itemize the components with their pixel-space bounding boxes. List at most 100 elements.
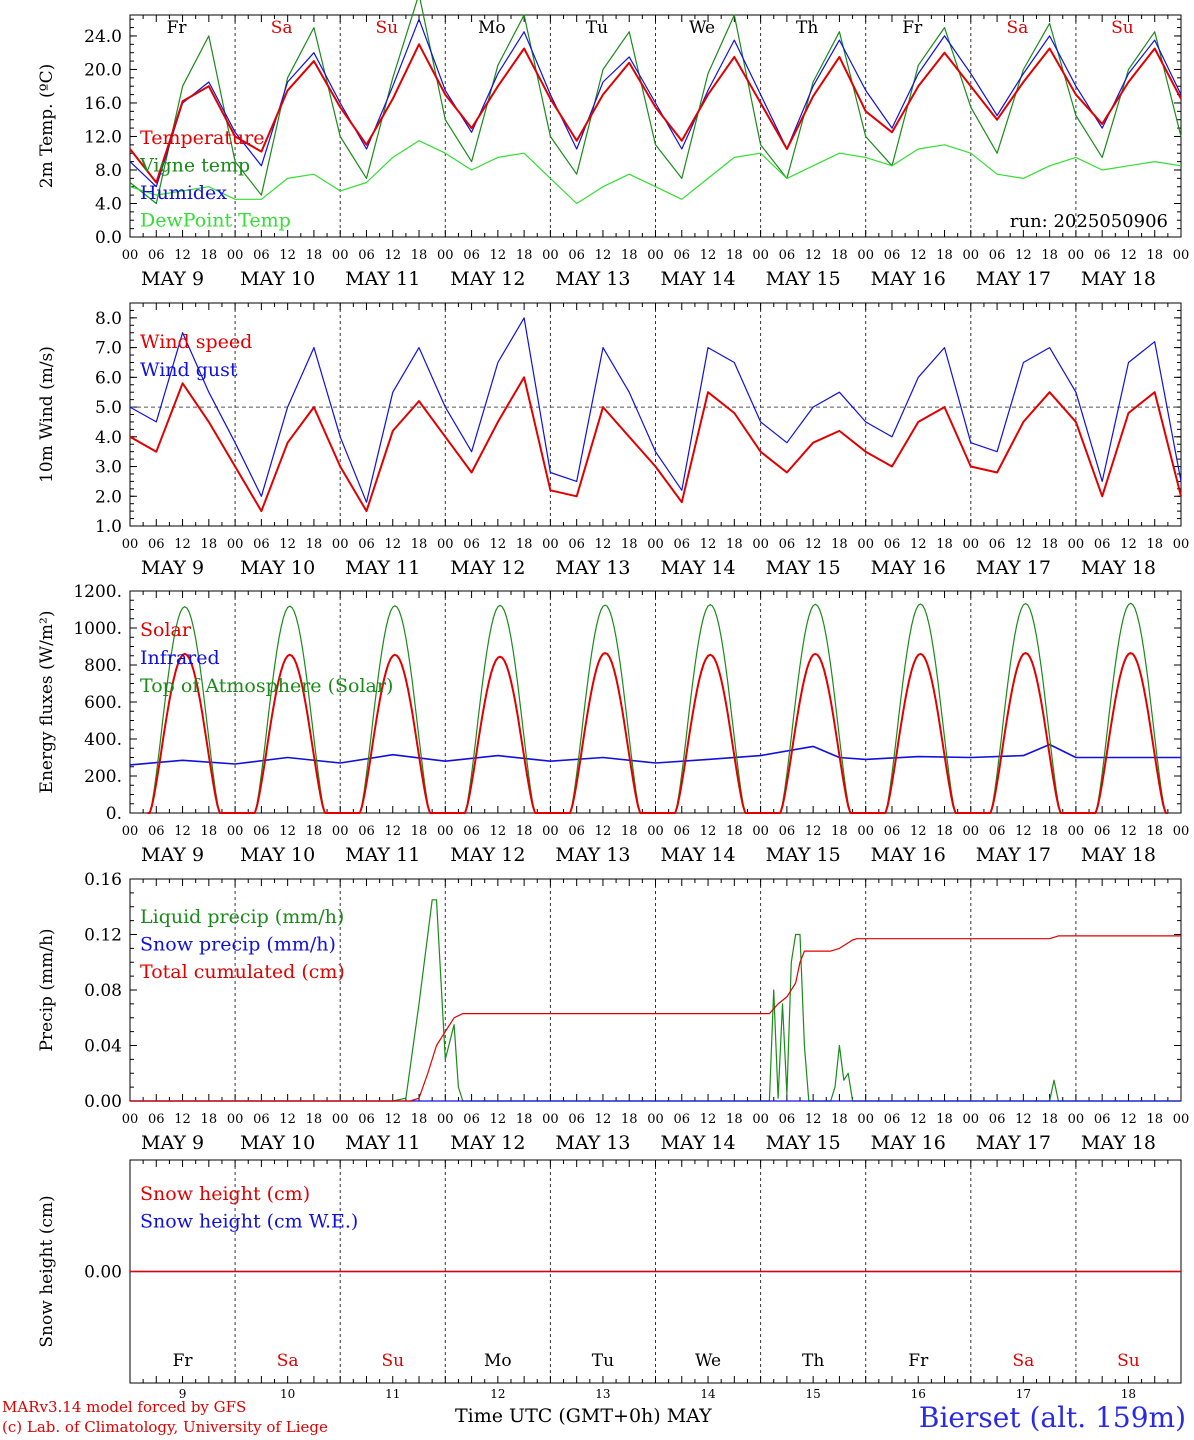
series-total-cumulated-cm [130,935,1181,1102]
hour-tick-label: 18 [1041,248,1058,263]
date-label: MAY 14 [660,557,735,579]
y-tick-label: 0.0 [95,228,122,248]
day-abbr-label: Fr [908,1351,929,1371]
hour-tick-label: 12 [279,1112,296,1127]
hour-tick-label: 06 [674,537,691,552]
date-label: MAY 18 [1081,1132,1156,1154]
y-tick-label: 3.0 [95,458,122,478]
hour-tick-label: 00 [332,248,349,263]
hour-tick-label: 00 [542,1112,559,1127]
date-label: MAY 11 [345,1132,420,1154]
hour-tick-label: 12 [384,248,401,263]
hour-tick-label: 18 [621,248,638,263]
hour-tick-label: 18 [621,537,638,552]
hour-tick-label: 06 [148,248,165,263]
series-vigne-temp [129,0,1182,205]
hour-tick-label: 00 [437,537,454,552]
hour-tick-label: 18 [201,248,218,263]
y-tick-label: 12.0 [84,127,122,147]
series-temperature [129,43,1182,184]
hour-tick-label: 06 [884,824,901,839]
y-tick-label: 0.04 [84,1037,122,1057]
day-abbr-label: Sa [271,18,293,38]
date-label: MAY 9 [141,268,204,290]
hour-tick-label: 12 [910,824,927,839]
panel-flux: 0. 200. 400. 600. 800. 1000. 1200. Energy fluxe… [37,582,1189,866]
hour-tick-label: 12 [700,537,717,552]
hour-tick-label: 00 [437,824,454,839]
hour-tick-label: 00 [963,824,980,839]
y-tick-label: 8.0 [95,161,122,181]
hour-tick-label: 12 [595,248,612,263]
series-solar [147,652,1168,814]
y-axis-label: 2m Temp. (ºC) [37,64,57,189]
hour-tick-label: 06 [989,537,1006,552]
hour-tick-label: 18 [831,248,848,263]
legend-entry: Wind gust [140,359,238,381]
hour-tick-label: 18 [1146,248,1163,263]
hour-tick-label: 18 [726,248,743,263]
date-label: MAY 14 [660,844,735,866]
panel-snow: 0.00 Snow height (cm) Snow height (cm) Snow… [37,1159,1182,1401]
hour-tick-label: 00 [647,824,664,839]
day-abbr-label: Su [375,18,398,38]
date-label: MAY 16 [871,557,946,579]
hour-tick-label: 18 [936,824,953,839]
hour-tick-label: 12 [490,248,507,263]
legend-entry: Infrared [140,647,220,669]
date-label: MAY 9 [141,844,204,866]
hour-tick-label: 12 [384,537,401,552]
hour-tick-label: 00 [857,824,874,839]
hour-tick-label: 00 [752,824,769,839]
y-axis-label: Precip (mm/h) [37,928,57,1051]
date-label: MAY 12 [450,1132,525,1154]
credit-line-2: (c) Lab. of Climatology, University of L… [2,1418,328,1436]
date-label: MAY 13 [555,557,630,579]
hour-tick-label: 18 [411,248,428,263]
hour-tick-label: 06 [358,1112,375,1127]
y-tick-label: 4.0 [95,428,122,448]
hour-tick-label: 06 [463,1112,480,1127]
day-number-label: 11 [385,1387,400,1401]
date-label: MAY 9 [141,557,204,579]
hour-tick-label: 18 [1146,1112,1163,1127]
day-abbr-label: Tu [592,1351,614,1371]
hour-tick-label: 18 [831,824,848,839]
hour-tick-label: 12 [174,537,191,552]
hour-tick-label: 12 [595,1112,612,1127]
date-label: MAY 16 [871,844,946,866]
day-abbr-label: Th [802,1351,824,1371]
series-dewpoint-temp [129,140,1182,205]
hour-tick-label: 00 [752,1112,769,1127]
hour-tick-label: 00 [857,537,874,552]
x-axis-title: Time UTC (GMT+0h) MAY [455,1405,712,1427]
date-label: MAY 11 [345,557,420,579]
hour-tick-label: 12 [595,824,612,839]
y-tick-label: 400. [84,730,122,750]
hour-tick-label: 00 [1173,537,1190,552]
y-tick-label: 200. [84,767,122,787]
hour-tick-label: 06 [358,537,375,552]
hour-tick-label: 18 [726,1112,743,1127]
y-tick-label: 0.00 [84,1092,122,1112]
hour-tick-label: 18 [1041,537,1058,552]
hour-tick-label: 18 [201,1112,218,1127]
hour-tick-label: 00 [1173,1112,1190,1127]
date-label: MAY 17 [976,268,1051,290]
day-abbr-label: Su [1111,18,1134,38]
hour-tick-label: 12 [1120,537,1137,552]
hour-tick-label: 00 [332,1112,349,1127]
legend-entry: Vigne temp [139,155,250,177]
legend-entry: DewPoint Temp [140,210,291,232]
date-label: MAY 16 [871,1132,946,1154]
hour-tick-label: 18 [1146,537,1163,552]
panel-frame [129,302,1182,527]
hour-tick-label: 12 [1120,1112,1137,1127]
day-abbr-label: Fr [902,18,923,38]
hour-tick-label: 00 [227,1112,244,1127]
legend-entry: Liquid precip (mm/h) [140,906,344,928]
day-abbr-label: Mo [484,1351,512,1371]
y-axis-label: Energy fluxes (W/m²) [37,611,57,794]
hour-tick-label: 18 [411,537,428,552]
